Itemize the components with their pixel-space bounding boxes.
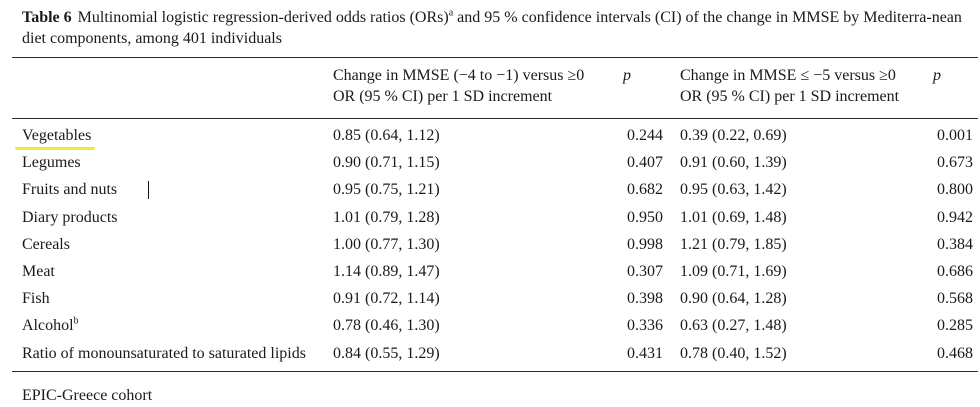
header-p2: p xyxy=(933,67,941,84)
row-name-text: Alcohol xyxy=(22,317,74,335)
caption-text-continued: and 95 % confidence intervals (CI) of th… xyxy=(22,9,962,47)
row-or2: 0.78 (0.40, 1.52) xyxy=(680,344,787,362)
row-name-text: Diary products xyxy=(22,208,118,226)
table-row: Alcoholb 0.78 (0.46, 1.30) 0.336 0.63 (0.27… xyxy=(0,315,980,337)
table-row: Fruits and nuts 0.95 (0.75, 1.21) 0.682 0.9… xyxy=(0,179,980,201)
header-col1-line1: Change in MMSE (−4 to −1) versus ≥0 xyxy=(333,67,585,84)
row-or1: 0.78 (0.46, 1.30) xyxy=(333,317,440,335)
row-or2: 1.21 (0.79, 1.85) xyxy=(680,235,787,253)
row-or1: 0.84 (0.55, 1.29) xyxy=(333,344,440,362)
table-header-rule xyxy=(12,118,978,119)
caption-text: Multinomial logistic regression-derived … xyxy=(77,9,449,26)
row-or1: 1.14 (0.89, 1.47) xyxy=(333,263,440,280)
row-or2: 0.90 (0.64, 1.28) xyxy=(680,290,787,308)
row-or2: 0.95 (0.63, 1.42) xyxy=(680,181,787,199)
table-bottom-rule xyxy=(12,371,978,372)
row-p2: 0.384 xyxy=(937,235,973,253)
row-p1: 0.336 xyxy=(627,317,663,335)
text-highlight-mark xyxy=(15,147,95,150)
row-or1: 1.01 (0.79, 1.28) xyxy=(333,208,440,226)
header-col2-line2: OR (95 % CI) per 1 SD increment xyxy=(680,88,900,105)
row-p2: 0.285 xyxy=(937,317,973,335)
table-row: Legumes 0.90 (0.71, 1.15) 0.407 0.91 (0.60,… xyxy=(0,152,980,174)
row-or2: 1.09 (0.71, 1.69) xyxy=(680,263,787,280)
row-or2: 0.39 (0.22, 0.69) xyxy=(680,127,787,144)
table-top-rule xyxy=(12,57,978,58)
header-col1-line2: OR (95 % CI) per 1 SD increment xyxy=(333,88,553,105)
row-p2: 0.468 xyxy=(937,344,973,362)
row-name: Diary products xyxy=(22,207,118,229)
row-name: Alcoholb xyxy=(22,315,79,337)
row-p1: 0.398 xyxy=(627,290,663,308)
header-p1: p xyxy=(623,67,631,84)
row-footnote-marker: b xyxy=(73,316,79,328)
row-name: Ratio of monounsaturated to saturated li… xyxy=(22,343,306,365)
row-name: Meat xyxy=(22,261,55,283)
row-or1: 0.95 (0.75, 1.21) xyxy=(333,181,440,199)
row-or1: 1.00 (0.77, 1.30) xyxy=(333,235,440,253)
row-name-text: Cereals xyxy=(22,235,70,253)
row-name: Cereals xyxy=(22,234,70,256)
table-row: Meat 1.14 (0.89, 1.47) 0.307 1.09 (0.71, 1.… xyxy=(0,261,980,283)
row-p1: 0.950 xyxy=(627,208,663,226)
row-name: Vegetables xyxy=(22,125,91,147)
row-p1: 0.307 xyxy=(627,263,663,280)
row-or1: 0.90 (0.71, 1.15) xyxy=(333,154,440,172)
row-p1: 0.682 xyxy=(627,181,663,199)
row-p2: 0.800 xyxy=(937,181,973,199)
row-or1: 0.85 (0.64, 1.12) xyxy=(333,127,440,144)
row-or2: 1.01 (0.69, 1.48) xyxy=(680,208,787,226)
row-or1: 0.91 (0.72, 1.14) xyxy=(333,290,440,308)
row-name-text: Vegetables xyxy=(22,127,92,144)
table-row: Diary products 1.01 (0.79, 1.28) 0.950 1.01… xyxy=(0,207,980,229)
text-cursor xyxy=(148,181,149,199)
row-or2: 0.91 (0.60, 1.39) xyxy=(680,154,787,172)
row-p1: 0.407 xyxy=(627,154,663,172)
row-or2: 0.63 (0.27, 1.48) xyxy=(680,317,787,335)
row-p1: 0.998 xyxy=(627,235,663,253)
header-col2: Change in MMSE ≤ −5 versus ≥0 OR (95 % C… xyxy=(680,65,940,107)
row-name-text: Legumes xyxy=(22,154,81,172)
row-p2: 0.001 xyxy=(937,127,973,144)
row-name: Fish xyxy=(22,288,50,310)
row-name-text: Fruits and nuts xyxy=(22,181,118,199)
row-p2: 0.942 xyxy=(937,208,973,226)
row-name-text: Ratio of monounsaturated to saturated li… xyxy=(22,344,306,362)
caption-footnote-marker: a xyxy=(448,7,454,19)
row-p2: 0.673 xyxy=(937,154,973,172)
table-footnote: EPIC-Greece cohort xyxy=(22,387,153,404)
row-name: Fruits and nuts xyxy=(22,179,117,201)
row-p1: 0.244 xyxy=(627,127,663,144)
row-p2: 0.686 xyxy=(937,263,973,280)
header-col2-line1: Change in MMSE ≤ −5 versus ≥0 xyxy=(680,67,896,84)
row-name-text: Meat xyxy=(22,263,55,280)
row-p1: 0.431 xyxy=(627,344,663,362)
row-p2: 0.568 xyxy=(937,290,973,308)
row-name-text: Fish xyxy=(22,290,50,308)
table-caption: Table 6 Multinomial logistic regression-d… xyxy=(22,7,972,49)
row-name: Legumes xyxy=(22,152,81,174)
header-col1: Change in MMSE (−4 to −1) versus ≥0 OR (… xyxy=(333,65,633,107)
table-row: Fish 0.91 (0.72, 1.14) 0.398 0.90 (0.64, 1.… xyxy=(0,288,980,310)
table-label: Table 6 xyxy=(22,9,72,26)
table-row: Vegetables 0.85 (0.64, 1.12) 0.244 0.39 (0.… xyxy=(0,125,980,147)
table-row: Cereals 1.00 (0.77, 1.30) 0.998 1.21 (0.79,… xyxy=(0,234,980,256)
table-row: Ratio of monounsaturated to saturated li… xyxy=(0,343,980,365)
